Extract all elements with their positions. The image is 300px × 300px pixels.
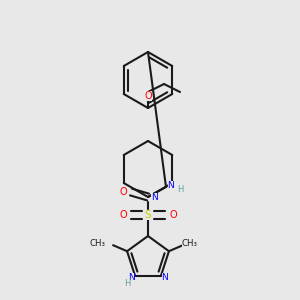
Text: N: N bbox=[168, 181, 174, 190]
Text: N: N bbox=[128, 273, 134, 282]
Text: N: N bbox=[162, 273, 168, 282]
Text: O: O bbox=[119, 210, 127, 220]
Text: N: N bbox=[151, 193, 158, 202]
Text: O: O bbox=[144, 91, 152, 101]
Text: CH₃: CH₃ bbox=[182, 239, 198, 248]
Text: CH₃: CH₃ bbox=[89, 239, 105, 248]
Text: H: H bbox=[124, 279, 130, 288]
Text: S: S bbox=[145, 210, 151, 220]
Text: O: O bbox=[169, 210, 177, 220]
Text: O: O bbox=[119, 187, 127, 197]
Text: H: H bbox=[177, 185, 183, 194]
